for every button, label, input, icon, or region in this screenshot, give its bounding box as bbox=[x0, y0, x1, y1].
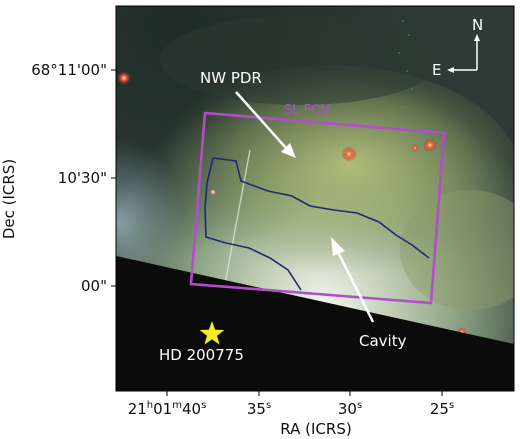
nw-pdr-arrow bbox=[235, 91, 296, 158]
nebula-image bbox=[116, 6, 514, 391]
compass-east-label: E bbox=[432, 61, 441, 79]
cavity-arrow bbox=[331, 237, 375, 323]
compass-north-label: N bbox=[472, 16, 483, 34]
sl-fov-box bbox=[189, 111, 446, 305]
cavity-contour bbox=[204, 157, 430, 291]
axis-ticks bbox=[111, 69, 443, 396]
y-tick-label: 68°11'00" bbox=[31, 61, 107, 79]
y-tick-label: 10'30" bbox=[58, 169, 107, 187]
nw-pdr-label: NW PDR bbox=[200, 69, 262, 87]
x-axis-label: RA (ICRS) bbox=[280, 420, 351, 438]
hd200775-star-icon bbox=[199, 321, 225, 345]
y-tick-label: 00" bbox=[81, 277, 107, 295]
cavity-label: Cavity bbox=[359, 332, 407, 350]
plot-frame bbox=[115, 5, 515, 392]
x-tick-label: 35s bbox=[247, 400, 271, 418]
compass bbox=[447, 34, 480, 73]
x-tick-label-first: 21h01m40s bbox=[128, 400, 207, 418]
x-tick-label: 25s bbox=[430, 400, 454, 418]
star-name-label: HD 200775 bbox=[159, 346, 244, 364]
y-axis-label: Dec (ICRS) bbox=[0, 159, 18, 239]
x-tick-label: 30s bbox=[338, 400, 362, 418]
sl-fov-label: SL FOV bbox=[284, 103, 330, 118]
